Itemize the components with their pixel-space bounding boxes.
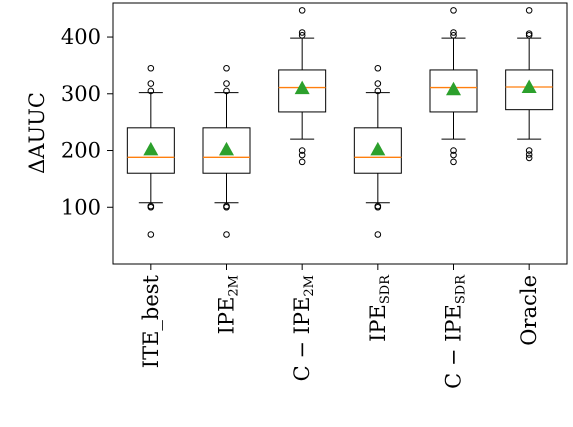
x-tick-label: IPESDR — [366, 274, 393, 342]
mean-marker — [143, 141, 159, 156]
outlier-point — [298, 151, 306, 159]
outlier-point — [525, 30, 533, 37]
mean-marker — [446, 81, 461, 96]
outlier-point — [525, 154, 533, 162]
box-2 — [202, 64, 251, 238]
y-tick-label: 400 — [61, 25, 101, 49]
outlier-point — [450, 151, 457, 159]
outlier-point — [298, 7, 306, 14]
x-tick-label: ITE_best — [139, 274, 163, 368]
outlier-point — [450, 32, 457, 39]
y-tick-label: 200 — [61, 139, 101, 163]
x-tick-label-subscript: 2M — [227, 275, 242, 297]
outlier-point — [450, 158, 457, 166]
x-tick-label: C − IPE2M — [290, 275, 317, 381]
plot-frame-border — [112, 2, 568, 265]
mean-marker — [370, 141, 386, 156]
outlier-point — [525, 151, 533, 158]
mean-marker — [294, 80, 310, 95]
x-tick-label-subscript: SDR — [378, 274, 393, 304]
x-tick-label-main: Oracle — [517, 275, 541, 346]
outlier-point — [223, 231, 230, 238]
outlier-point — [298, 29, 306, 36]
outlier-point — [223, 202, 230, 210]
outlier-point — [147, 87, 155, 95]
outlier-point — [147, 64, 155, 72]
outlier-point — [525, 7, 533, 14]
box-3 — [278, 7, 327, 166]
x-tick-label-main: IPE — [366, 304, 390, 342]
outlier-point — [374, 231, 382, 238]
y-axis-label: ΔAUUC — [25, 92, 49, 174]
box-6 — [505, 7, 554, 162]
outlier-point — [223, 87, 230, 95]
outlier-point — [525, 147, 533, 154]
x-tick-label: Oracle — [517, 275, 541, 346]
x-tick-label-main: C − IPE — [442, 304, 466, 389]
box-5 — [429, 7, 478, 166]
x-tick-label-subscript: SDR — [454, 274, 469, 304]
outlier-point — [450, 147, 457, 154]
x-tick-label: C − IPESDR — [442, 274, 469, 389]
mean-marker — [521, 79, 537, 93]
outlier-point — [374, 80, 382, 87]
box-1 — [126, 64, 175, 238]
x-tick-label-subscript: 2M — [302, 275, 317, 297]
outlier-point — [147, 231, 155, 238]
outlier-point — [450, 7, 457, 14]
outlier-point — [223, 64, 230, 72]
x-tick-label: IPE2M — [215, 275, 242, 334]
outlier-point — [450, 29, 457, 36]
x-tick-label-main: IPE — [215, 297, 239, 335]
x-tick-label-main: C − IPE — [290, 297, 314, 382]
outlier-point — [374, 87, 382, 95]
mean-marker — [219, 141, 234, 156]
x-tick-label-main: ITE_best — [139, 274, 163, 368]
outlier-point — [223, 80, 230, 87]
outlier-point — [147, 202, 155, 210]
y-tick-label: 300 — [61, 82, 101, 106]
box-4 — [353, 64, 402, 238]
outlier-point — [298, 147, 306, 154]
outlier-point — [374, 202, 382, 210]
outlier-point — [298, 158, 306, 166]
outlier-point — [298, 32, 306, 39]
outlier-point — [147, 80, 155, 87]
outlier-point — [374, 64, 382, 72]
y-tick-label: 100 — [61, 195, 101, 219]
